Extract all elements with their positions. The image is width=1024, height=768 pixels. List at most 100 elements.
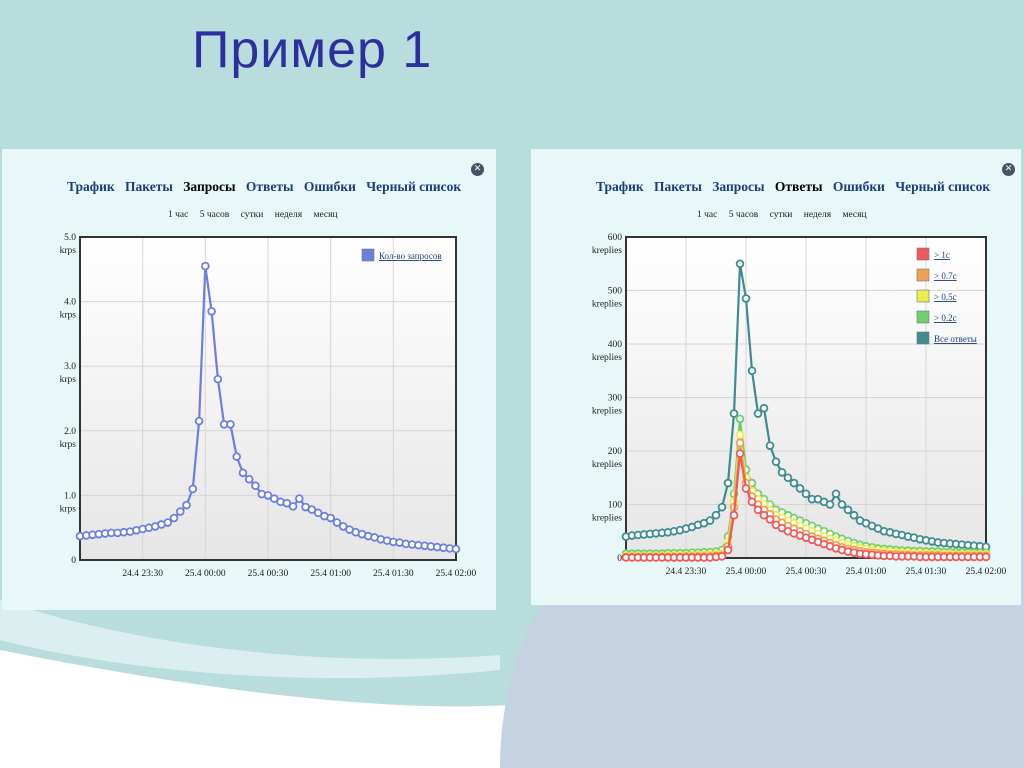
data-point [182, 500, 191, 510]
y-tick-unit: krps [60, 375, 77, 385]
data-point [747, 497, 757, 507]
x-tick-label: 25.4 01:30 [906, 567, 947, 577]
data-point [717, 552, 727, 561]
plot-frame [625, 236, 987, 559]
range-month[interactable]: месяц [842, 210, 867, 220]
tab-errors[interactable]: Ошибки [303, 179, 356, 194]
data-point [759, 403, 769, 413]
data-point [338, 522, 348, 531]
y-tick-unit: kreplies [592, 300, 622, 310]
y-tick-label: 2.0 [64, 427, 76, 437]
y-tick-label: 500 [608, 287, 623, 297]
data-point [226, 420, 235, 429]
data-point [729, 409, 739, 418]
tab-packets[interactable]: Пакеты [654, 179, 702, 194]
tab-requests[interactable]: Запросы [183, 179, 236, 194]
data-point [163, 518, 173, 527]
data-point [207, 306, 216, 316]
data-point [753, 409, 763, 418]
data-point [288, 502, 298, 511]
data-point [789, 478, 799, 488]
x-tick-label: 24.4 23:30 [122, 569, 163, 579]
series-Все ответы [621, 259, 991, 552]
data-point [282, 498, 292, 508]
x-tick-label: 25.4 02:00 [966, 567, 1007, 577]
data-point [741, 484, 751, 493]
y-tick-label: 400 [608, 340, 623, 350]
x-tick-label: 25.4 01:00 [846, 567, 887, 577]
legend-swatch [916, 310, 930, 324]
legend-label: > 0.2с [934, 313, 957, 323]
data-point [777, 468, 787, 477]
tab-bar: Трафик Пакеты Запросы Ответы Ошибки Черн… [67, 179, 468, 195]
requests-chart-panel: Трафик Пакеты Запросы Ответы Ошибки Черн… [2, 149, 496, 610]
tab-blacklist[interactable]: Черный список [895, 179, 991, 194]
x-tick-label: 25.4 00:30 [786, 567, 827, 577]
data-point [201, 261, 210, 271]
y-tick-unit: krps [60, 311, 77, 321]
data-point [244, 474, 254, 484]
y-tick-label: 300 [608, 394, 623, 404]
y-tick-label: 100 [608, 501, 623, 511]
series-> 1с [621, 449, 991, 562]
x-tick-label: 25.4 00:00 [726, 567, 767, 577]
range-1-hour[interactable]: 1 час [168, 210, 189, 220]
range-week[interactable]: неделя [274, 210, 303, 220]
tab-replies[interactable]: Ответы [774, 179, 823, 194]
tab-traffic[interactable]: Трафик [67, 179, 115, 194]
data-point [765, 441, 775, 450]
data-point [753, 505, 763, 515]
data-point [332, 518, 342, 527]
tab-blacklist[interactable]: Черный список [366, 179, 462, 194]
legend-label: > 0.7с [934, 271, 957, 281]
data-point [175, 507, 185, 516]
close-icon[interactable]: ✕ [471, 163, 484, 176]
tab-bar: Трафик Пакеты Запросы Ответы Ошибки Черн… [596, 179, 997, 195]
time-range-bar: 1 час 5 часов сутки неделя месяц [697, 210, 876, 220]
tab-replies[interactable]: Ответы [245, 179, 294, 194]
legend-label: > 0.5с [934, 292, 957, 302]
range-5-hours[interactable]: 5 часов [199, 210, 230, 220]
y-tick-unit: krps [60, 440, 77, 450]
tab-requests[interactable]: Запросы [712, 179, 765, 194]
tab-packets[interactable]: Пакеты [125, 179, 173, 194]
data-point [825, 500, 835, 509]
data-point [801, 489, 811, 499]
range-week[interactable]: неделя [803, 210, 832, 220]
series-Кол-во запросов [75, 261, 461, 554]
data-point [735, 414, 745, 424]
range-day[interactable]: сутки [769, 210, 793, 220]
range-1-hour[interactable]: 1 час [697, 210, 718, 220]
data-point [849, 510, 859, 520]
data-point [723, 545, 733, 555]
range-month[interactable]: месяц [313, 210, 338, 220]
y-tick-label: 600 [608, 233, 623, 243]
legend-label: > 1с [934, 250, 950, 260]
y-tick-unit: kreplies [592, 407, 622, 417]
time-range-bar: 1 час 5 часов сутки неделя месяц [168, 210, 347, 220]
y-tick-label: 5.0 [64, 233, 76, 243]
y-tick-unit: kreplies [592, 514, 622, 524]
y-tick-label: 0 [71, 556, 76, 566]
legend-label: Кол-во запросов [379, 251, 442, 261]
data-point [735, 449, 745, 458]
tab-errors[interactable]: Ошибки [832, 179, 885, 194]
tab-traffic[interactable]: Трафик [596, 179, 644, 194]
data-point [837, 500, 847, 509]
y-tick-unit: kreplies [592, 246, 622, 256]
data-point [735, 438, 745, 448]
data-point [188, 484, 198, 494]
data-point [194, 416, 204, 426]
data-point [705, 516, 715, 525]
y-tick-unit: kreplies [592, 460, 622, 470]
data-point [735, 259, 745, 269]
data-point [759, 510, 769, 520]
data-point [711, 510, 721, 520]
range-day[interactable]: сутки [240, 210, 264, 220]
legend: Кол-во запросов [361, 248, 442, 262]
data-point [307, 505, 317, 514]
range-5-hours[interactable]: 5 часов [728, 210, 759, 220]
legend-label: Все ответы [934, 334, 977, 344]
data-point [741, 294, 751, 303]
close-icon[interactable]: ✕ [1002, 163, 1015, 176]
